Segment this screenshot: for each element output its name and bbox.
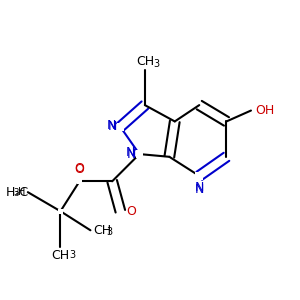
Text: N: N: [195, 183, 204, 196]
Bar: [116, 123, 124, 131]
Text: CH: CH: [51, 249, 70, 262]
Bar: [196, 172, 203, 180]
Text: 3: 3: [153, 59, 159, 69]
Bar: [58, 209, 63, 214]
Text: O: O: [126, 205, 136, 218]
Text: 3: 3: [106, 226, 112, 237]
Text: N: N: [108, 120, 117, 134]
Text: N: N: [195, 181, 204, 194]
Text: CH: CH: [136, 56, 154, 68]
Text: OH: OH: [255, 104, 274, 117]
Text: 3: 3: [69, 250, 75, 260]
Text: H₃C: H₃C: [6, 186, 29, 199]
Text: N: N: [107, 119, 116, 132]
Bar: [136, 150, 143, 158]
Text: CH: CH: [93, 224, 111, 237]
Text: N: N: [126, 146, 135, 159]
Bar: [77, 178, 82, 184]
Text: O: O: [75, 162, 85, 175]
Text: O: O: [75, 164, 85, 176]
Text: N: N: [127, 148, 136, 160]
Text: H: H: [18, 187, 25, 197]
Text: 3: 3: [13, 188, 18, 197]
